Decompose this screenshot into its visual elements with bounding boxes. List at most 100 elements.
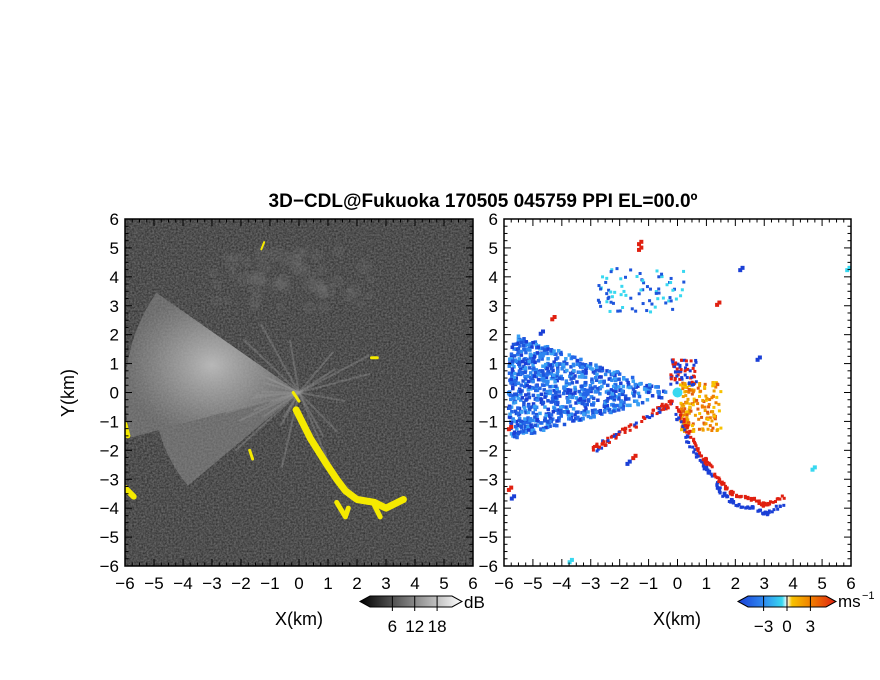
velocity-pixel: [556, 400, 560, 405]
velocity-pixel: [533, 423, 538, 428]
velocity-pixel: [688, 406, 692, 410]
velocity-pixel: [606, 396, 610, 401]
x-tick-label: 0: [673, 574, 682, 593]
radial-streak: [298, 354, 370, 394]
velocity-pixel: [607, 288, 611, 292]
saturated-echo: [371, 502, 383, 520]
velocity-pixel: [711, 394, 715, 398]
velocity-pixel: [542, 348, 547, 352]
faint-echo: [228, 271, 237, 280]
velocity-pixel: [545, 381, 550, 385]
velocity-pixel: [597, 445, 601, 449]
velocity-pixel: [580, 362, 585, 366]
velocity-pixel: [710, 474, 714, 478]
saturated-echo: [292, 406, 407, 512]
velocity-pixel: [696, 386, 700, 390]
velocity-pixel: [548, 424, 552, 428]
velocity-pixel: [577, 362, 582, 366]
velocity-pixel: [619, 399, 624, 403]
velocity-pixel: [595, 372, 599, 377]
velocity-pixel: [522, 384, 527, 389]
velocity-pixel: [524, 340, 529, 344]
velocity-pixel: [618, 309, 622, 313]
velocity-pixel: [580, 365, 585, 370]
faint-echo: [268, 276, 284, 293]
velocity-pixel: [510, 345, 514, 350]
velocity-pixel: [609, 300, 613, 304]
velocity-pixel: [686, 424, 690, 428]
velocity-pixel: [656, 297, 660, 301]
velocity-pixel: [616, 309, 620, 313]
velocity-pixel: [512, 494, 517, 499]
velocity-pixel: [568, 374, 572, 379]
velocity-pixel: [573, 416, 578, 421]
velocity-pixel: [703, 405, 707, 409]
velocity-pixel: [516, 334, 521, 338]
velocity-pixel: [619, 277, 623, 281]
velocity-pixel: [520, 396, 525, 400]
velocity-pixel: [671, 360, 675, 364]
velocity-pixel: [509, 496, 514, 501]
velocity-pixel: [523, 424, 528, 429]
velocity-pixel: [526, 416, 530, 420]
velocity-pixel: [539, 373, 543, 378]
velocity-pixel: [755, 357, 760, 362]
velocity-pixel: [575, 380, 579, 384]
velocity-pixel: [682, 269, 686, 273]
saturated-echo: [334, 499, 351, 520]
velocity-pixel: [539, 421, 543, 425]
velocity-pixel: [588, 383, 593, 388]
velocity-pixel: [574, 401, 578, 405]
velocity-pixel: [559, 408, 563, 413]
colorbar-tick-label: 12: [405, 617, 424, 636]
velocity-pixel: [634, 309, 638, 313]
velocity-pixel: [655, 269, 659, 273]
velocity-pixel: [711, 410, 715, 414]
velocity-pixel: [515, 423, 520, 428]
y-tick-label: 4: [110, 268, 119, 287]
faint-echo: [366, 276, 375, 285]
velocity-pixel: [518, 344, 522, 348]
velocity-pixel: [548, 371, 552, 376]
velocity-pixel: [557, 362, 562, 366]
velocity-pixel: [516, 406, 520, 410]
velocity-pixel: [647, 383, 652, 387]
velocity-pixel: [610, 392, 615, 396]
velocity-pixel: [549, 366, 554, 371]
velocity-pixel: [605, 399, 609, 403]
velocity-pixel: [586, 414, 591, 419]
velocity-pixel: [510, 374, 514, 379]
velocity-pixel: [522, 348, 526, 352]
velocity-pixel: [541, 369, 545, 373]
velocity-pixel: [526, 379, 531, 384]
velocity-pixel: [522, 404, 526, 408]
velocity-pixel: [618, 388, 622, 392]
velocity-pixel: [557, 376, 562, 380]
velocity-pixel: [636, 402, 640, 407]
velocity-pixel: [676, 408, 680, 412]
velocity-pixel: [632, 399, 637, 403]
velocity-pixel: [592, 415, 596, 419]
velocity-pixel: [525, 397, 529, 401]
velocity-pixel: [545, 419, 550, 424]
velocity-pixel: [693, 440, 697, 444]
velocity-pixel: [715, 476, 719, 480]
velocity-pixel: [629, 423, 633, 427]
velocity-pixel: [568, 388, 573, 392]
radial-streak: [242, 338, 300, 394]
velocity-pixel: [521, 343, 526, 348]
velocity-pixel: [630, 375, 635, 380]
velocity-pixel: [697, 394, 701, 398]
velocity-pixel: [621, 407, 625, 411]
velocity-pixel: [534, 412, 539, 417]
velocity-pixel: [680, 376, 684, 380]
velocity-pixel: [605, 300, 609, 304]
velocity-pixel: [702, 462, 706, 466]
velocity-pixel: [678, 377, 682, 381]
velocity-pixel: [536, 359, 541, 363]
y-tick-label: 1: [489, 355, 498, 374]
velocity-pixel: [545, 351, 549, 356]
velocity-pixel: [553, 423, 557, 427]
velocity-pixel: [539, 427, 544, 432]
velocity-pixel: [617, 377, 621, 381]
